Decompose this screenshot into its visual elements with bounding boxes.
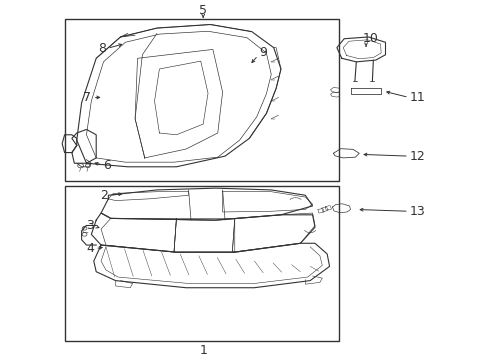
Text: 1: 1 [199,344,207,357]
Text: 9: 9 [259,46,266,59]
Text: 3: 3 [86,219,94,232]
Text: 10: 10 [362,32,378,45]
Text: 7: 7 [83,91,91,104]
Text: 12: 12 [409,150,425,163]
Text: 6: 6 [103,158,111,171]
Text: 5: 5 [199,4,207,17]
Text: 2: 2 [100,189,108,202]
Text: 8: 8 [98,42,106,55]
Text: 4: 4 [86,242,94,255]
Bar [64,186,339,341]
Text: 11: 11 [409,91,425,104]
Text: 13: 13 [409,205,425,218]
Bar [64,19,339,181]
